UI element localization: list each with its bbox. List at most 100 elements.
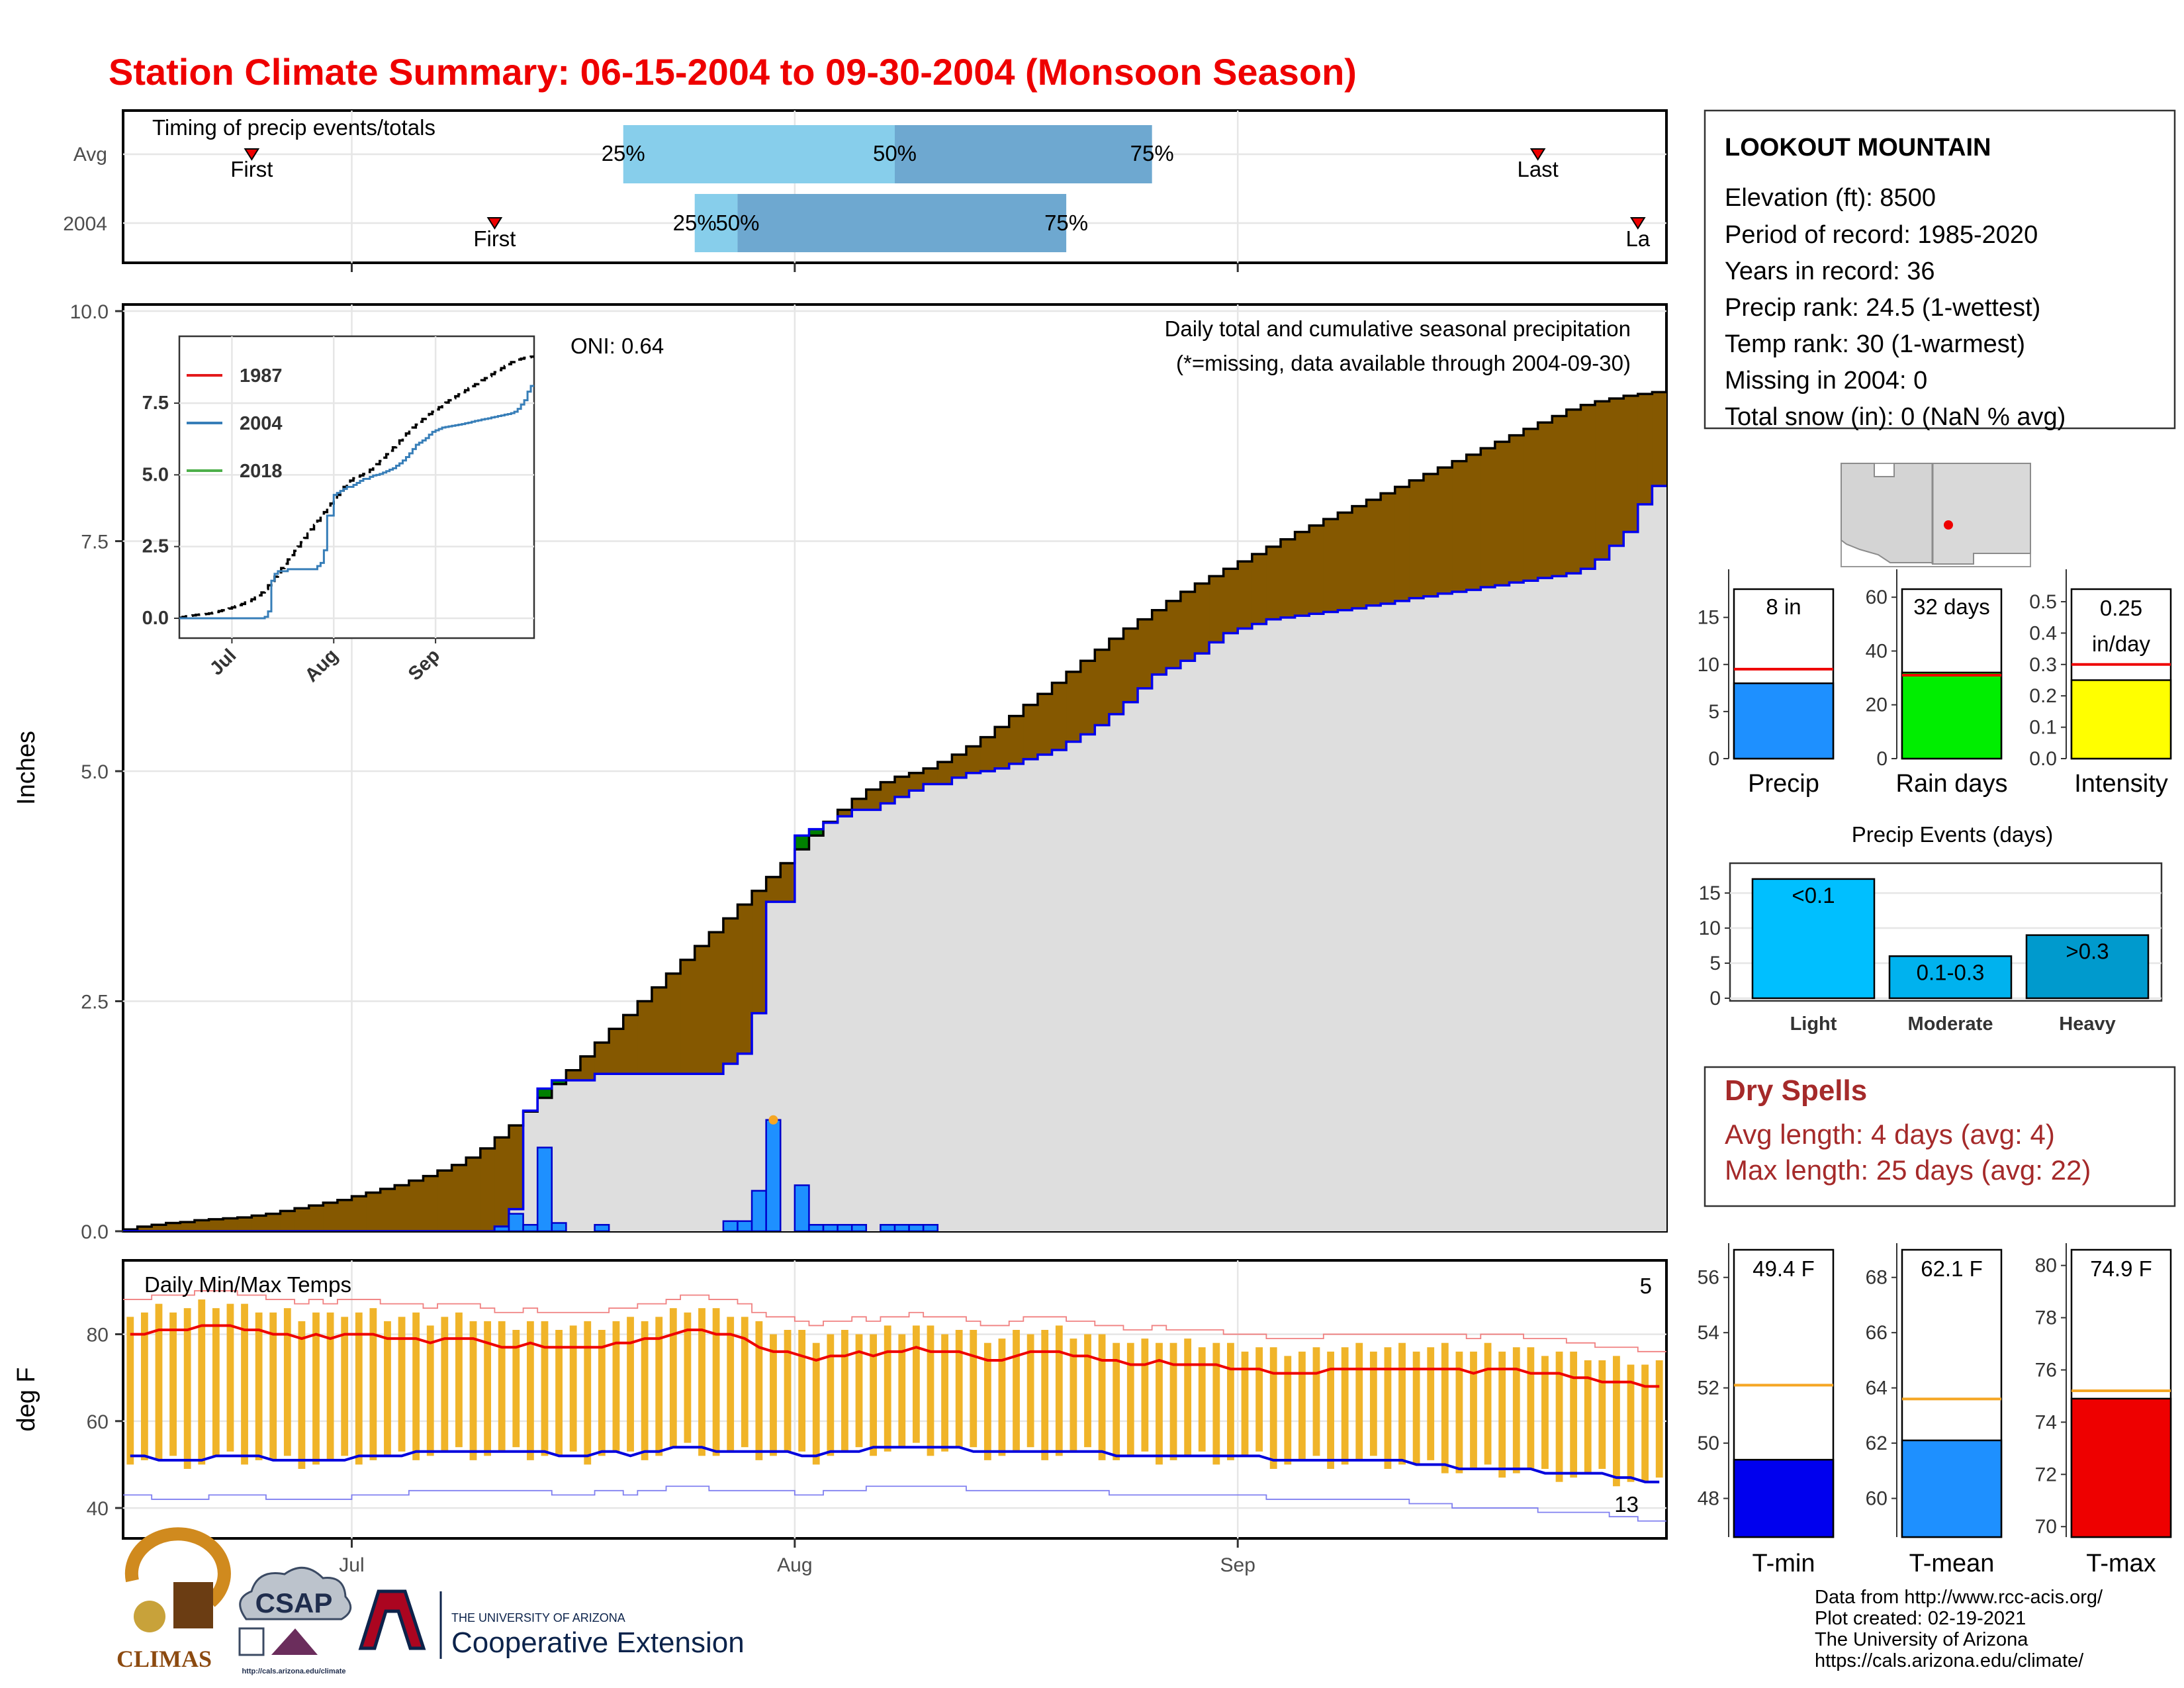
timing-avg-q25-label: 25% [602, 141, 645, 165]
daily-temp-bar-92 [1441, 1342, 1449, 1474]
cumulative-diff-53 [880, 782, 895, 804]
precip-ytick-label-0: 0.0 [81, 1221, 109, 1243]
cumulative-diff-93 [1452, 461, 1467, 592]
daily-temp-bar-55 [912, 1325, 920, 1443]
climas-logo: CLIMAS [116, 1527, 231, 1672]
tbar-ytick-label-tmax-4: 78 [2035, 1307, 2057, 1329]
cumulative-diff-30 [551, 1080, 567, 1084]
timing-row-label-2004: 2004 [63, 213, 107, 235]
cumulative-diff-98 [1524, 428, 1539, 581]
temperature-mini-bars: 48 50 52 54 56 49.4 F T-min 60 62 64 66 68 62.1 F T-m… [1698, 1243, 2172, 1577]
daily-temp-bar-102 [1584, 1360, 1592, 1474]
daily-temp-bar-107 [1655, 1360, 1663, 1478]
cumulative-diff-56 [923, 768, 938, 784]
mini-value-raindays: 32 days [1913, 594, 1990, 619]
station-name: LOOKOUT MOUNTAIN [1725, 134, 1991, 162]
daily-temp-bar-66 [1069, 1338, 1077, 1452]
inset-average-line [179, 355, 534, 619]
cumulative-diff-94 [1466, 454, 1481, 590]
daily-temp-bar-101 [1570, 1351, 1578, 1478]
daily-temp-bar-6 [212, 1308, 220, 1456]
station-elevation: Elevation (ft): 8500 [1725, 184, 1936, 212]
daily-temp-bar-88 [1384, 1347, 1392, 1469]
cumulative-diff-72 [1152, 610, 1167, 675]
daily-temp-bar-87 [1369, 1351, 1377, 1456]
timing-avg-last-label: Last [1517, 157, 1558, 181]
cumulative-diff-14 [323, 1202, 338, 1231]
daily-temp-bar-15 [341, 1317, 349, 1456]
cumulative-diff-37 [651, 987, 667, 1074]
events-bar-label-2: >0.3 [2066, 939, 2109, 964]
daily-temp-bar-24 [469, 1321, 477, 1460]
daily-temp-bar-70 [1126, 1342, 1134, 1456]
daily-precip-max-marker [768, 1115, 778, 1125]
cumulative-diff-35 [623, 1015, 638, 1074]
mini-ytick-label-precip-1: 5 [1708, 701, 1719, 723]
events-bar-label-0: <0.1 [1792, 883, 1835, 908]
month-label-0: Jul [339, 1554, 364, 1576]
mini-label-precip: Precip [1748, 770, 1819, 798]
cumulative-average-line [123, 391, 1666, 1231]
dry-spells-frame [1704, 1066, 2176, 1207]
tbar-bar-tmin [1733, 1458, 1835, 1538]
ua-logo-letter [358, 1589, 426, 1650]
cumulative-diff-25 [480, 1148, 496, 1231]
month-x-ticks: Jul Aug Sep [339, 263, 1255, 1576]
cumulative-diff-47 [794, 835, 810, 850]
daily-temp-bar-91 [1427, 1347, 1435, 1460]
daily-temp-bar-48 [812, 1342, 820, 1465]
cumulative-diff-12 [295, 1208, 310, 1231]
cumulative-diff-24 [466, 1157, 481, 1231]
cumulative-diff-73 [1166, 600, 1181, 669]
cumulative-diff-57 [937, 762, 952, 784]
mini-ytick-label-intensity-3: 0.3 [2029, 654, 2057, 676]
tbar-ytick-label-tmin-0: 48 [1698, 1488, 1719, 1510]
daily-temp-bar-47 [798, 1330, 806, 1452]
tbar-ytick-label-tmin-4: 56 [1698, 1267, 1719, 1289]
cumulative-diff-45 [766, 876, 781, 902]
oni-label: ONI: 0.64 [570, 334, 664, 358]
cumulative-diff-97 [1509, 435, 1524, 583]
daily-precip-bar-54 [893, 1224, 910, 1231]
inset-line-2004 [179, 385, 534, 620]
daily-temp-bar-32 [584, 1321, 592, 1465]
station-snow: Total snow (in): 0 (NaN % avg) [1725, 403, 2066, 431]
station-period: Period of record: 1985-2020 [1725, 221, 2038, 249]
station-years: Years in record: 36 [1725, 258, 1935, 285]
daily-temp-bar-12 [298, 1321, 306, 1469]
cumulative-diff-52 [866, 789, 882, 810]
daily-temp-bar-54 [898, 1334, 906, 1448]
tbar-ytick-label-tmax-0: 70 [2035, 1516, 2057, 1538]
daily-temp-bar-90 [1412, 1351, 1420, 1465]
daily-temp-bar-28 [526, 1321, 534, 1460]
ua-logo-coop-text: Cooperative Extension [451, 1626, 745, 1659]
cumulative-diff-89 [1394, 487, 1410, 601]
dry-spells-box: Dry Spells Avg length: 4 days (avg: 4) M… [1704, 1066, 2176, 1207]
daily-temp-bar-68 [1098, 1334, 1106, 1460]
timing-avg-first-label: First [230, 157, 273, 181]
daily-temp-bar-11 [283, 1308, 291, 1456]
events-bar-1 [1888, 955, 2013, 1000]
timing-row-label-avg: Avg [73, 144, 107, 165]
timing-2004-q25-label: 25% [673, 211, 717, 235]
inset-ytick-label-0: 0.0 [142, 608, 169, 629]
precip-areas [123, 391, 1666, 1231]
cumulative-diff-21 [423, 1176, 438, 1231]
climas-logo-text: CLIMAS [116, 1646, 212, 1672]
daily-temp-bar-13 [312, 1312, 320, 1465]
daily-precip-bar-56 [922, 1224, 939, 1231]
cumulative-diff-103 [1595, 401, 1610, 560]
timing-avg-q75-label: 75% [1130, 141, 1174, 165]
credit-plot-created: Plot created: 02-19-2021 [1815, 1608, 2026, 1629]
daily-temp-bar-20 [412, 1312, 420, 1460]
tbar-ytick-label-tmean-3: 66 [1866, 1322, 1888, 1344]
daily-temp-bar-81 [1284, 1356, 1292, 1465]
cumulative-diff-95 [1480, 448, 1496, 587]
daily-temp-bar-106 [1641, 1364, 1649, 1482]
mini-ytick-label-raindays-2: 40 [1866, 640, 1888, 662]
cumulative-diff-70 [1123, 628, 1138, 702]
mean-max-temp-line [130, 1324, 1660, 1388]
cumulative-diff-16 [351, 1196, 367, 1231]
daily-temp-bar-51 [855, 1334, 863, 1448]
daily-temp-bar-33 [598, 1330, 606, 1456]
